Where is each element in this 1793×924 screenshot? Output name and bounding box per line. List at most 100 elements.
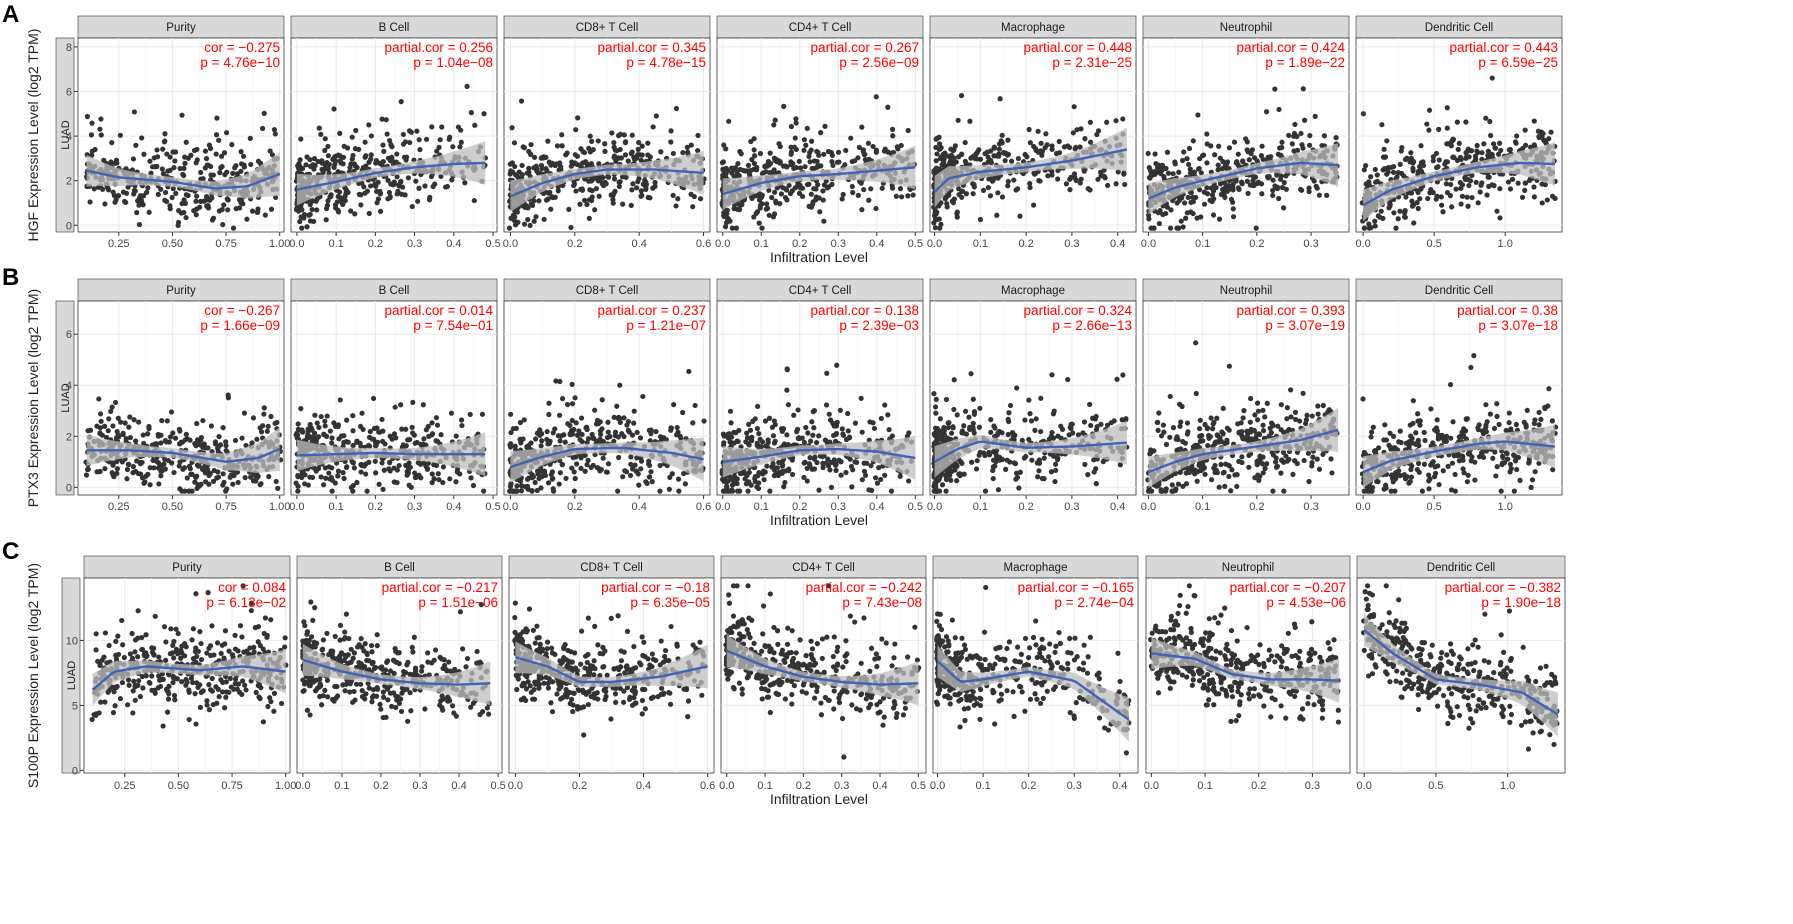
- data-point: [629, 149, 635, 155]
- data-point: [838, 459, 844, 465]
- data-point: [766, 415, 773, 421]
- data-point: [559, 143, 565, 149]
- data-point: [1120, 116, 1126, 122]
- data-point: [578, 465, 584, 471]
- data-point: [329, 488, 335, 494]
- data-point: [559, 132, 565, 138]
- data-point: [1474, 148, 1480, 154]
- data-point: [1283, 186, 1289, 192]
- data-point: [859, 477, 865, 483]
- data-point: [1450, 154, 1456, 160]
- data-point: [876, 465, 882, 471]
- data-point: [1156, 220, 1162, 227]
- data-point: [299, 225, 305, 231]
- data-point: [834, 362, 840, 368]
- data-point: [1221, 190, 1227, 197]
- data-point: [310, 434, 316, 440]
- data-point: [1270, 192, 1276, 199]
- data-point: [124, 476, 130, 482]
- data-point: [1024, 154, 1030, 160]
- data-point: [1507, 186, 1514, 192]
- data-point: [532, 479, 538, 486]
- data-point: [746, 421, 752, 427]
- data-point: [439, 124, 445, 130]
- data-point: [631, 408, 637, 414]
- data-point: [1230, 187, 1236, 193]
- data-point: [481, 488, 487, 494]
- data-point: [162, 138, 168, 144]
- data-point: [548, 206, 554, 212]
- data-point: [374, 425, 380, 431]
- data-point: [136, 419, 142, 425]
- data-point: [773, 470, 779, 476]
- data-point: [437, 137, 443, 143]
- data-point: [873, 475, 879, 481]
- data-point: [544, 428, 550, 435]
- data-point: [736, 207, 743, 213]
- data-point: [1259, 191, 1265, 197]
- data-point: [650, 185, 656, 191]
- data-point: [1361, 225, 1367, 231]
- data-point: [316, 434, 322, 440]
- data-point: [849, 183, 855, 190]
- data-point: [244, 216, 250, 222]
- data-point: [146, 209, 152, 215]
- data-point: [682, 481, 688, 487]
- data-point: [322, 147, 328, 154]
- data-point: [784, 197, 790, 203]
- data-point: [1408, 155, 1414, 161]
- data-point: [1038, 140, 1044, 146]
- data-point: [782, 479, 788, 486]
- data-point: [573, 188, 579, 194]
- data-point: [668, 128, 674, 134]
- data-point: [815, 149, 821, 155]
- trend-line: [86, 169, 281, 190]
- data-point: [1219, 166, 1225, 172]
- data-point: [541, 216, 547, 222]
- data-point: [230, 225, 237, 231]
- data-point: [906, 430, 912, 436]
- data-point: [780, 426, 786, 432]
- data-point: [954, 211, 960, 217]
- data-point: [370, 395, 377, 402]
- data-point: [612, 188, 618, 194]
- data-point: [1443, 181, 1449, 187]
- data-point: [372, 440, 379, 446]
- data-point: [629, 132, 635, 138]
- data-point: [1277, 145, 1283, 151]
- data-point: [1393, 225, 1399, 231]
- data-point: [531, 198, 537, 204]
- data-point: [611, 144, 617, 150]
- data-point: [569, 401, 576, 407]
- data-point: [608, 192, 614, 198]
- data-point: [1230, 214, 1237, 220]
- data-point: [625, 158, 631, 164]
- data-point: [181, 165, 187, 171]
- data-point: [1485, 148, 1491, 154]
- facet-title: CD4+ T Cell: [789, 285, 852, 297]
- data-point: [1015, 186, 1021, 192]
- data-point: [627, 472, 634, 479]
- data-point: [635, 179, 641, 185]
- data-point: [622, 140, 629, 146]
- data-point: [770, 433, 777, 439]
- data-point: [105, 187, 112, 193]
- data-point: [587, 133, 593, 139]
- x-tick-label: 1.00: [269, 501, 290, 513]
- data-point: [842, 162, 848, 168]
- data-point: [1382, 154, 1389, 160]
- data-point: [310, 162, 316, 168]
- data-point: [1433, 164, 1440, 171]
- data-point: [221, 202, 227, 208]
- data-point: [605, 461, 612, 467]
- data-point: [578, 415, 585, 421]
- data-point: [137, 197, 143, 203]
- data-point: [1307, 132, 1313, 139]
- data-point: [1228, 196, 1235, 202]
- data-point: [507, 488, 513, 494]
- data-point: [772, 465, 778, 471]
- data-point: [849, 484, 855, 490]
- data-point: [885, 412, 891, 418]
- data-point: [1279, 139, 1285, 145]
